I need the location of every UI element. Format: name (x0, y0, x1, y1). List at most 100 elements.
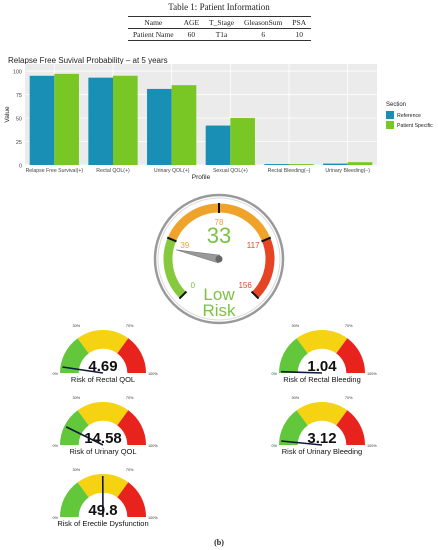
semi-gauge-value: 49.8 (88, 502, 117, 519)
table-row: Patient Name 60 T1a 6 10 (128, 29, 312, 41)
x-axis-label: Profile (192, 174, 211, 181)
semi-gauge-needle (65, 426, 104, 446)
gauge-tick-label: 78 (215, 218, 224, 227)
gauge-band (251, 237, 275, 299)
semi-gauge-hub (297, 420, 347, 445)
semi-gauge-needle (62, 366, 104, 374)
figure-label: (b) (214, 538, 224, 547)
legend-swatch (386, 111, 394, 119)
gauge-inner-ring (157, 197, 281, 321)
gauge-tick-label: 39 (180, 241, 189, 250)
semi-gauge-scale-label: 100% (148, 372, 158, 376)
bar-reference (264, 164, 289, 165)
bar-reference (147, 88, 172, 165)
semi-gauge-scale-label: 70% (345, 396, 353, 400)
bar-patient-specific (347, 162, 373, 165)
semi-gauge-scale-label: 70% (126, 324, 134, 328)
gauge-needle-hub (215, 255, 223, 263)
gauge-tick-label: 156 (238, 281, 252, 290)
legend-swatch (386, 121, 394, 129)
gauge-tick-label: 117 (247, 241, 260, 250)
y-tick-label: 50 (16, 117, 22, 123)
semi-gauge-value: 3.12 (307, 430, 336, 447)
risk-label-line1: Low (203, 285, 235, 304)
x-tick-label: Urinary QOL(+) (154, 168, 190, 174)
y-tick-label: 0 (19, 164, 22, 170)
semi-gauge-inner-edge (297, 348, 347, 374)
header-age: AGE (183, 18, 200, 27)
semi-gauge-scale-label: 0% (53, 444, 59, 448)
bar-reference (29, 75, 55, 165)
gauge-tick (250, 290, 260, 300)
x-tick-label: Relapse Free Survival(+) (26, 168, 84, 174)
y-tick-label: 75 (16, 93, 22, 99)
x-tick-label: Sexual QOL(+) (213, 168, 248, 174)
header-name: Name (144, 18, 163, 27)
semi-gauge-label: Risk of Rectal QOL (71, 375, 135, 384)
semi-gauge-scale-label: 0% (53, 372, 59, 376)
semi-gauge-label: Risk of Urinary QOL (69, 447, 136, 456)
semi-gauge-scale-label: 0% (272, 372, 278, 376)
semi-gauge-scale-label: 70% (126, 468, 134, 472)
gauge-value: 33 (207, 223, 231, 248)
semi-gauge-scale-label: 100% (367, 444, 377, 448)
semi-gauge-scale-label: 30% (292, 324, 300, 328)
header-psa: PSA (292, 18, 307, 27)
semi-gauge-inner-edge (78, 348, 128, 374)
x-tick-label: Rectal Bleeding(–) (268, 168, 311, 174)
semi-gauge-value: 1.04 (307, 358, 337, 375)
y-tick-label: 25 (16, 140, 22, 146)
cell-psa: 10 (295, 30, 304, 39)
semi-gauge-label: Risk of Erectile Dysfunction (57, 519, 148, 528)
bar-patient-specific (230, 118, 255, 165)
header-t-stage: T_Stage (209, 18, 235, 27)
gauge-tick-label: 0 (191, 281, 196, 290)
header-gleason-sum: GleasonSum (244, 18, 283, 27)
semi-gauge-needle (280, 370, 323, 374)
semi-gauge-scale-label: 0% (272, 444, 278, 448)
semi-gauge-needle (281, 440, 323, 446)
semi-gauge-scale-label: 0% (53, 516, 59, 520)
y-tick-label: 100 (13, 70, 22, 76)
semi-gauge-scale-label: 100% (148, 516, 158, 520)
bar-patient-specific (289, 164, 314, 165)
semi-gauge-scale-label: 30% (73, 468, 81, 472)
semi-gauge-label: Risk of Urinary Bleeding (282, 447, 362, 456)
bar-patient-specific (54, 73, 79, 165)
table-caption: Table 1: Patient Information (168, 2, 270, 12)
legend-title: Section (386, 102, 406, 108)
cell-gleason-sum: 6 (261, 30, 266, 39)
semi-gauge-value: 14.58 (84, 430, 122, 447)
bar-reference (88, 77, 113, 165)
legend-entry: Reference (397, 113, 421, 119)
x-tick-label: Rectal QOL(+) (96, 168, 130, 174)
bar-patient-specific (113, 75, 138, 165)
semi-gauge-hub (78, 348, 128, 373)
cell-age: 60 (187, 30, 196, 39)
gauge-tick (166, 236, 177, 243)
plot-background (25, 64, 377, 165)
semi-gauge-value: 4.69 (88, 358, 117, 375)
table-header-row: Name AGE T_Stage GleasonSum PSA (128, 16, 312, 29)
semi-gauge-scale-label: 100% (148, 444, 158, 448)
semi-gauge-scale-label: 70% (126, 396, 134, 400)
patient-info-table: Name AGE T_Stage GleasonSum PSA Patient … (128, 16, 312, 41)
bar-reference (323, 163, 348, 165)
x-tick-label: Urinary Bleeding(–) (325, 168, 370, 174)
cell-t-stage: T1a (215, 30, 228, 39)
semi-gauge-label: Risk of Rectal Bleeding (283, 375, 361, 384)
semi-gauge-scale-label: 100% (367, 372, 377, 376)
bar-reference (205, 125, 231, 165)
semi-gauge-inner-edge (78, 420, 128, 446)
legend-entry: Patient Specific (397, 123, 433, 129)
bar-chart-title: Relapse Free Suvival Probability – at 5 … (8, 56, 168, 65)
gauge-band (163, 237, 187, 299)
semi-gauge-scale-label: 30% (73, 324, 81, 328)
semi-gauge-scale-label: 30% (73, 396, 81, 400)
gauge-tick (261, 236, 272, 243)
gauge-tick (178, 290, 188, 300)
bar-patient-specific (171, 85, 197, 165)
semi-gauge-hub (297, 348, 347, 373)
semi-gauge-scale-label: 30% (292, 396, 300, 400)
